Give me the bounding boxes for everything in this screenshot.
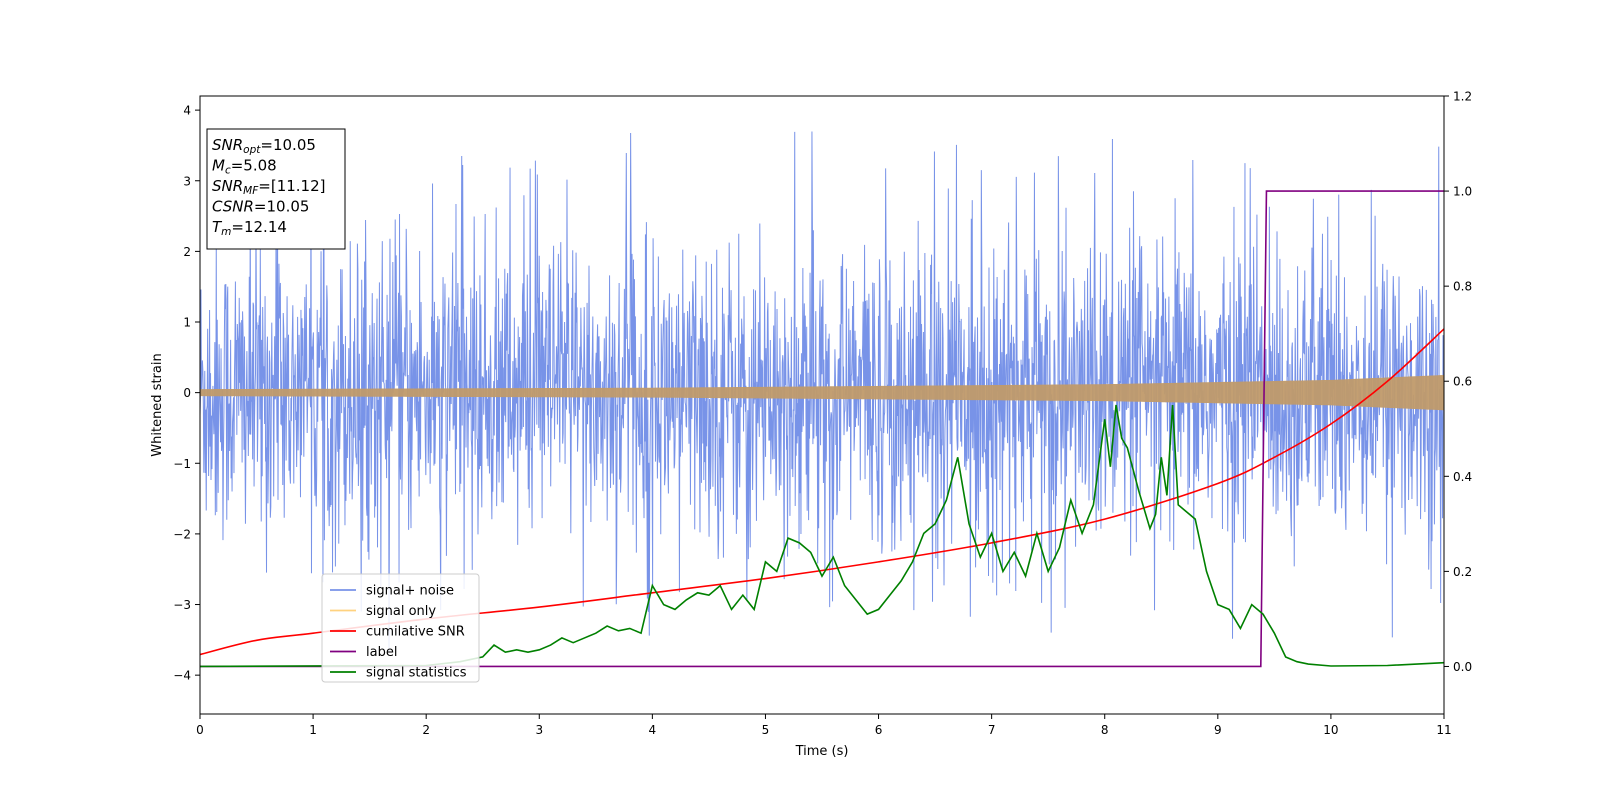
- series-signal-noise: [200, 131, 1444, 653]
- y-tick-label: 3: [183, 174, 191, 188]
- y2-tick-label: 1.0: [1453, 185, 1472, 199]
- y-tick-label: −1: [173, 457, 191, 471]
- y2-tick-label: 0.6: [1453, 375, 1472, 389]
- series-signal-statistics: [200, 404, 1444, 668]
- y-tick-label: 0: [183, 386, 191, 400]
- y-axis-left: −4 −3 −2 −1 0 1 2 3 4: [173, 104, 200, 683]
- info-value: =[11.12]: [258, 177, 325, 195]
- y-axis-label: Whitened strain: [150, 353, 165, 456]
- info-subscript: c: [225, 165, 231, 177]
- x-axis-label: Time (s): [795, 744, 849, 759]
- info-line: Tm=12.14: [212, 218, 287, 238]
- x-tick-label: 1: [309, 723, 317, 737]
- info-subscript: MF: [243, 185, 259, 197]
- info-value: =5.08: [231, 157, 277, 175]
- info-symbol: SNR: [212, 136, 243, 154]
- y2-tick-label: 0.8: [1453, 280, 1472, 294]
- x-axis: 0 1 2 3 4 5 6 7 8 9 10 11: [196, 714, 1452, 737]
- info-symbol: CSNR: [212, 198, 254, 216]
- y-tick-label: −2: [173, 527, 191, 541]
- x-tick-label: 8: [1101, 723, 1109, 737]
- legend-label: signal+ noise: [366, 584, 454, 599]
- y-tick-label: −3: [173, 598, 191, 612]
- x-tick-label: 10: [1323, 723, 1338, 737]
- legend-label: cumilative SNR: [366, 625, 465, 640]
- info-symbol: M: [212, 157, 225, 175]
- x-tick-label: 2: [422, 723, 430, 737]
- y-tick-label: 2: [183, 245, 191, 259]
- x-tick-label: 9: [1214, 723, 1222, 737]
- x-tick-label: 0: [196, 723, 204, 737]
- plot-frame: [199, 95, 1445, 715]
- y2-tick-label: 1.2: [1453, 90, 1472, 104]
- y-tick-label: 1: [183, 316, 191, 330]
- x-tick-label: 4: [649, 723, 657, 737]
- info-value: =10.05: [260, 136, 316, 154]
- y-axis-right: 0.0 0.2 0.4 0.6 0.8 1.0 1.2: [1444, 90, 1472, 674]
- x-tick-label: 3: [535, 723, 543, 737]
- info-box: SNRopt=10.05Mc=5.08SNRMF=[11.12]CSNR=10.…: [206, 128, 346, 250]
- info-value: =10.05: [254, 198, 310, 216]
- info-subscript: m: [221, 226, 231, 238]
- info-line: SNRMF=[11.12]: [212, 177, 326, 197]
- info-symbol: T: [212, 218, 223, 236]
- legend: signal+ noise signal only cumilative SNR la…: [321, 573, 480, 683]
- info-line: SNRopt=10.05: [212, 136, 316, 156]
- legend-label: signal statistics: [366, 666, 467, 681]
- info-symbol: SNR: [212, 177, 243, 195]
- y-tick-label: −4: [173, 669, 191, 683]
- info-line: Mc=5.08: [212, 157, 277, 177]
- info-line: CSNR=10.05: [212, 198, 309, 216]
- series-label: [200, 190, 1444, 668]
- y2-tick-label: 0.2: [1453, 565, 1472, 579]
- legend-label: label: [366, 645, 397, 660]
- info-subscript: opt: [243, 144, 261, 156]
- y-tick-label: 4: [183, 104, 191, 118]
- x-tick-label: 5: [762, 723, 770, 737]
- x-tick-label: 6: [875, 723, 883, 737]
- y2-tick-label: 0.4: [1453, 470, 1472, 484]
- series-signal-only: [200, 374, 1444, 411]
- y2-tick-label: 0.0: [1453, 660, 1472, 674]
- x-tick-label: 11: [1436, 723, 1451, 737]
- x-tick-label: 7: [988, 723, 996, 737]
- legend-label: signal only: [366, 604, 436, 619]
- info-value: =12.14: [231, 218, 287, 236]
